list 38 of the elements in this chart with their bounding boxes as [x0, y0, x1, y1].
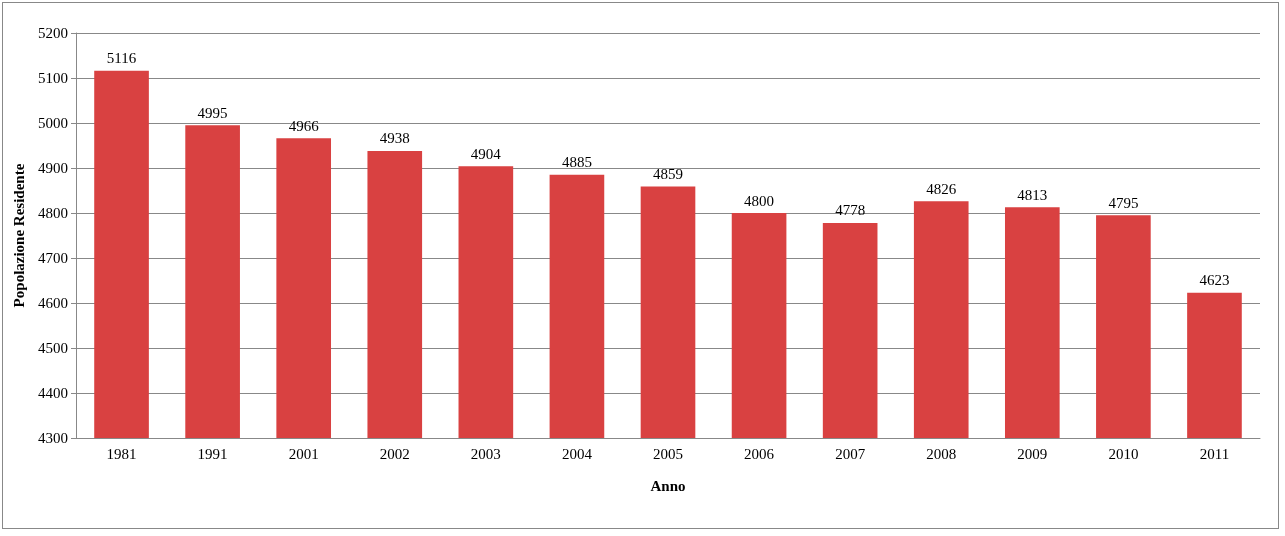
y-tick-label: 4400	[38, 385, 68, 401]
x-tick-label: 1981	[106, 445, 137, 462]
x-tick-label: 2007	[835, 445, 866, 462]
y-tick-label: 4700	[38, 250, 68, 266]
y-tick-label: 4600	[38, 295, 68, 311]
x-tick-label: 1991	[197, 445, 228, 462]
y-tick-label: 4500	[38, 340, 68, 356]
data-label: 4795	[1108, 194, 1139, 211]
data-label: 4623	[1199, 272, 1230, 289]
x-tick-label: 2008	[926, 445, 957, 462]
y-tick-label: 4300	[38, 430, 68, 446]
x-tick-label: 2009	[1017, 445, 1048, 462]
x-tick-label: 2006	[744, 445, 775, 462]
x-tick-label: 2011	[1199, 445, 1230, 462]
data-label: 4885	[561, 154, 592, 171]
data-label: 4904	[470, 145, 502, 162]
data-label: 4995	[197, 104, 228, 121]
y-axis-title: Popolazione Residente	[10, 163, 27, 308]
y-tick-label: 4800	[38, 205, 68, 221]
data-label: 4859	[653, 165, 683, 182]
x-axis-title: Anno	[650, 477, 686, 494]
x-tick-label: 2010	[1108, 445, 1139, 462]
y-tick-label: 5000	[38, 115, 68, 131]
x-tick-label: 2001	[288, 445, 319, 462]
data-label: 4813	[1017, 186, 1048, 203]
x-tick-label: 2004	[561, 445, 593, 462]
x-tick-label: 2002	[379, 445, 410, 462]
y-tick-label: 5200	[38, 25, 68, 41]
data-label: 4826	[926, 180, 957, 197]
y-tick-label: 4900	[38, 160, 68, 176]
x-tick-label: 2005	[653, 445, 683, 462]
data-label: 4800	[744, 192, 775, 209]
data-label: 5116	[106, 50, 137, 67]
x-tick-label: 2003	[470, 445, 501, 462]
data-label: 4778	[835, 202, 866, 219]
data-label: 4966	[288, 117, 320, 134]
data-label: 4938	[379, 130, 410, 147]
y-tick-label: 5100	[38, 70, 68, 86]
